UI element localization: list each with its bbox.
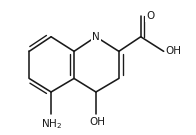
Text: OH: OH — [89, 117, 105, 127]
Text: NH$_2$: NH$_2$ — [41, 117, 62, 131]
Text: O: O — [146, 11, 154, 21]
Text: N: N — [92, 32, 100, 42]
Text: OH: OH — [166, 46, 182, 56]
